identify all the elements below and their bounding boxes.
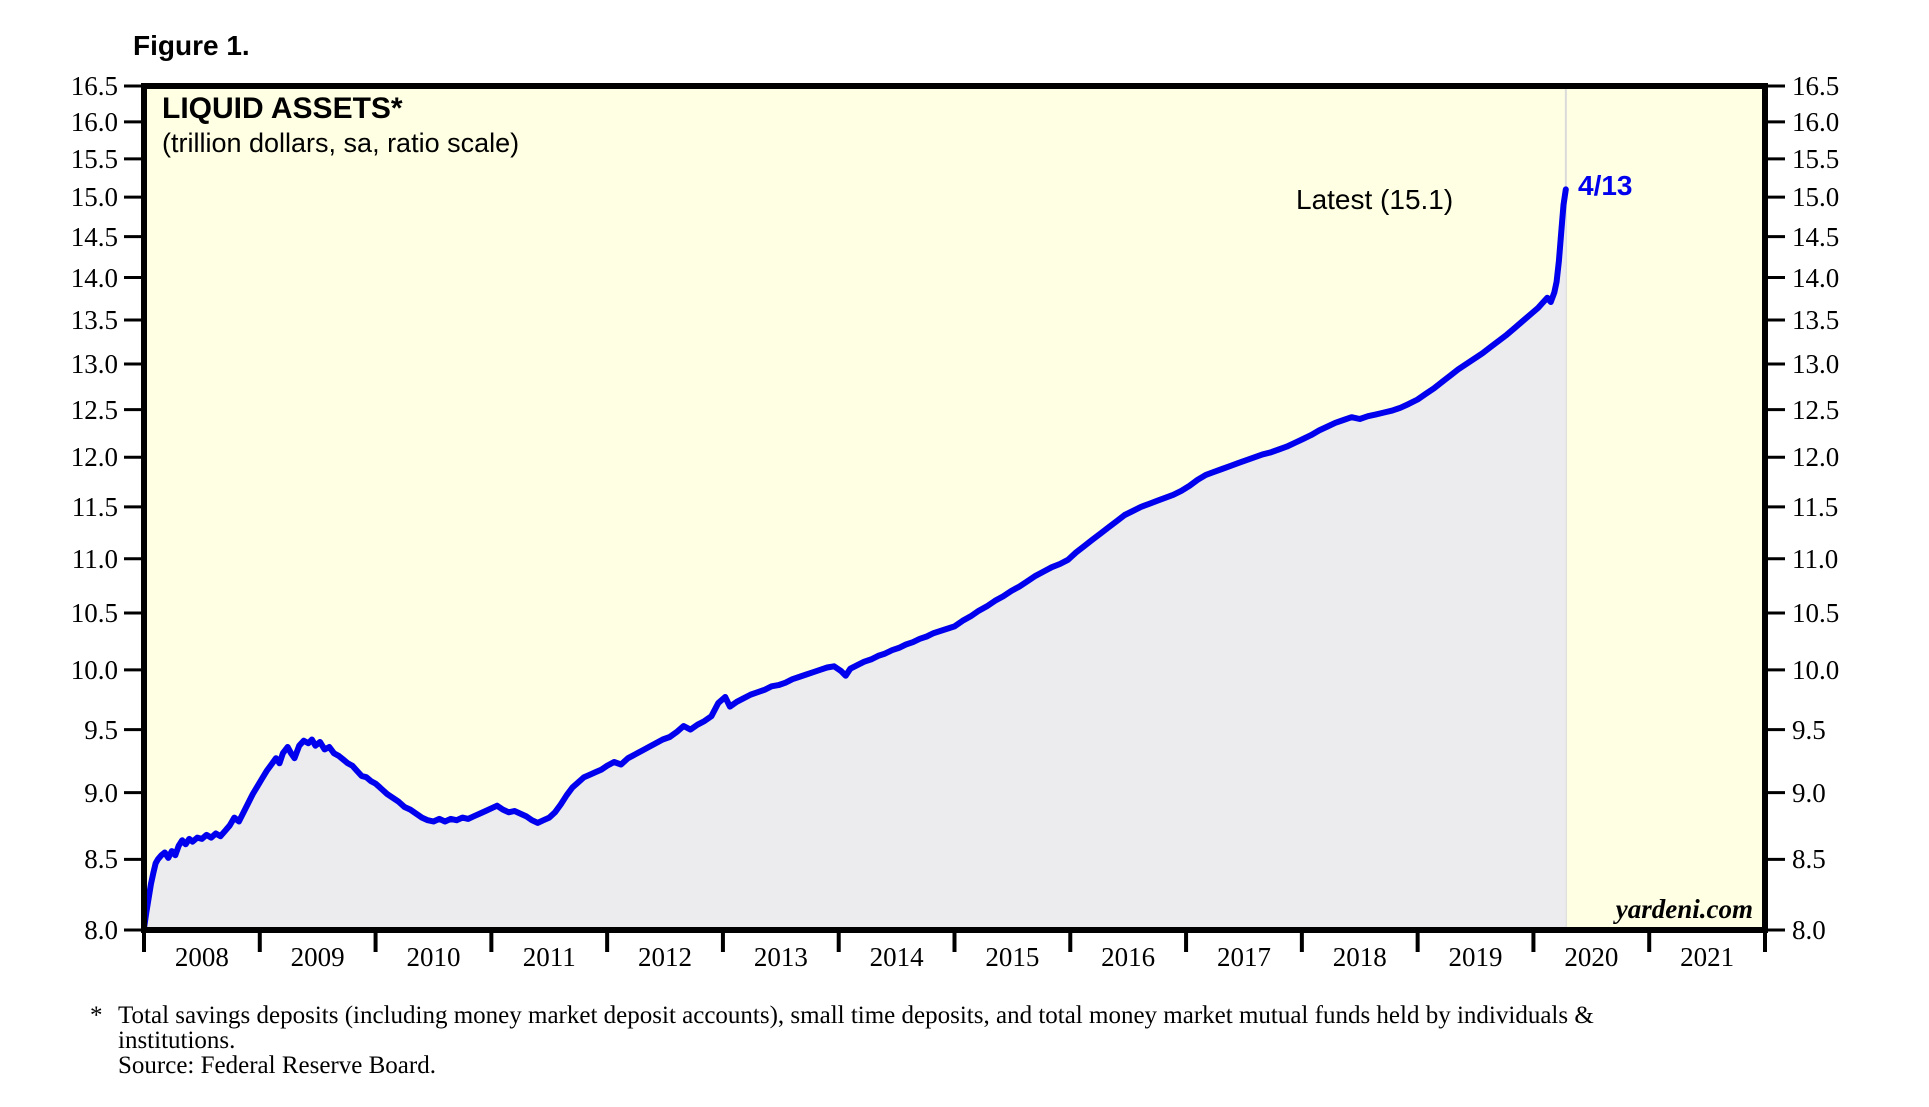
- y-axis-label-left: 11.5: [71, 491, 118, 522]
- y-axis-label-right: 11.0: [1792, 543, 1839, 574]
- x-axis-label-year: 2015: [985, 942, 1040, 972]
- y-axis-label-right: 12.5: [1792, 394, 1840, 425]
- figure-label: Figure 1.: [133, 30, 250, 61]
- footnote-source: Source: Federal Reserve Board.: [118, 1052, 436, 1079]
- y-axis-label-left: 10.0: [70, 654, 118, 685]
- footnote-line-1: Total savings deposits (including money …: [118, 1002, 1594, 1029]
- y-axis-label-left: 16.0: [70, 106, 118, 137]
- y-axis-label-left: 8.5: [84, 844, 118, 875]
- y-axis-label-left: 9.5: [84, 714, 118, 745]
- area-fill: [144, 189, 1566, 930]
- liquid-assets-line: [141, 186, 1569, 932]
- x-axis-label-year: 2009: [290, 942, 345, 972]
- x-axis-label-year: 2018: [1332, 942, 1387, 972]
- y-axis-label-right: 14.5: [1792, 221, 1840, 252]
- x-axis-label-year: 2016: [1101, 942, 1156, 972]
- latest-value-annotation: Latest (15.1): [1296, 184, 1454, 215]
- y-axis-label-left: 11.0: [71, 543, 118, 574]
- y-axis-label-left: 16.5: [70, 71, 118, 101]
- y-axis-label-right: 13.0: [1792, 348, 1840, 379]
- y-axis-label-left: 13.5: [70, 304, 118, 335]
- x-axis-label-year: 2012: [638, 942, 693, 972]
- y-axis-label-right: 15.0: [1792, 182, 1840, 213]
- x-axis-label-year: 2020: [1564, 942, 1619, 972]
- x-axis-label-year: 2008: [174, 942, 229, 972]
- y-axis-label-right: 9.5: [1792, 714, 1826, 745]
- chart-subtitle: (trillion dollars, sa, ratio scale): [162, 128, 520, 158]
- y-axis-label-right: 15.5: [1792, 143, 1840, 174]
- x-axis-label-year: 2014: [869, 942, 924, 972]
- x-axis-label-year: 2011: [522, 942, 576, 972]
- footnote: * Total savings deposits (including mone…: [90, 1003, 1594, 1078]
- endpoint-date-label: 4/13: [1578, 170, 1633, 201]
- y-axis-label-right: 13.5: [1792, 304, 1840, 335]
- y-axis-label-right: 14.0: [1792, 262, 1840, 293]
- y-axis-label-right: 10.5: [1792, 597, 1840, 628]
- y-axis-label-right: 8.0: [1792, 915, 1826, 945]
- watermark: yardeni.com: [1615, 894, 1753, 924]
- footnote-line-2: institutions.: [118, 1027, 236, 1054]
- y-axis-label-right: 10.0: [1792, 654, 1840, 685]
- x-axis-label-year: 2017: [1216, 942, 1271, 972]
- x-axis-label-year: 2019: [1448, 942, 1503, 972]
- y-axis-label-right: 16.5: [1792, 71, 1840, 101]
- chart-title: LIQUID ASSETS*: [162, 92, 403, 125]
- y-axis-label-left: 10.5: [70, 597, 118, 628]
- y-axis-label-left: 14.5: [70, 221, 118, 252]
- y-axis-label-right: 9.0: [1792, 777, 1826, 808]
- y-axis-label-right: 16.0: [1792, 106, 1840, 137]
- y-axis-label-left: 14.0: [70, 262, 118, 293]
- x-axis-label-year: 2010: [406, 942, 461, 972]
- y-axis-label-left: 12.0: [70, 442, 118, 473]
- y-axis-label-right: 8.5: [1792, 844, 1826, 875]
- y-axis-label-left: 15.0: [70, 182, 118, 213]
- x-axis-label-year: 2021: [1680, 942, 1735, 972]
- x-axis-label-year: 2013: [753, 942, 808, 972]
- y-axis-label-left: 8.0: [84, 915, 118, 945]
- footnote-marker: *: [90, 1002, 103, 1029]
- y-axis-label-right: 12.0: [1792, 442, 1840, 473]
- y-axis-label-left: 13.0: [70, 348, 118, 379]
- y-axis-label-right: 11.5: [1792, 491, 1839, 522]
- y-axis-label-left: 15.5: [70, 143, 118, 174]
- y-axis-label-left: 9.0: [84, 777, 118, 808]
- y-axis-label-left: 12.5: [70, 394, 118, 425]
